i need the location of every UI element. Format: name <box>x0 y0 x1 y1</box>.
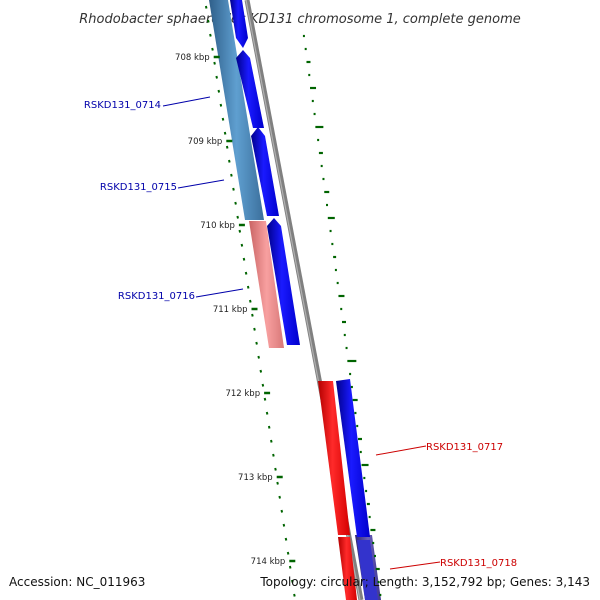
scale-minor-tick <box>249 299 252 303</box>
gene-label-0715[interactable]: RSKD131_0715 <box>100 182 177 193</box>
scale-minor-tick <box>280 509 284 513</box>
scale-minor-tick <box>263 397 267 401</box>
accession-text: Accession: NC_011963 <box>9 575 146 589</box>
scale-minor-tick <box>211 47 214 51</box>
scale-minor-tick <box>284 537 288 541</box>
scale-minor-tick <box>265 411 269 415</box>
scale-minor-tick <box>228 159 231 163</box>
scale-minor-tick <box>272 453 275 457</box>
scale-minor-tick <box>238 229 242 233</box>
scale-minor-tick <box>217 89 221 93</box>
scale-minor-tick <box>259 369 263 373</box>
kbp-label: 713 kbp <box>238 473 273 483</box>
kbp-label: 712 kbp <box>225 389 260 399</box>
scale-minor-tick <box>234 201 237 205</box>
scale-minor-tick <box>242 257 246 261</box>
scale-minor-tick <box>253 327 256 331</box>
scale-minor-tick <box>209 33 212 37</box>
scale-minor-tick <box>255 341 258 345</box>
kbp-label: 711 kbp <box>213 305 248 315</box>
pink-block <box>249 221 284 348</box>
scale-minor-tick <box>244 271 248 275</box>
leader-line-0715 <box>177 179 225 189</box>
cds-arrow-0713 <box>230 0 248 48</box>
scale-minor-tick <box>257 355 260 359</box>
gene-label-0717[interactable]: RSKD131_0717 <box>426 442 503 453</box>
kbp-label: 714 kbp <box>251 557 286 567</box>
scale-minor-tick <box>223 131 227 135</box>
scale-minor-tick <box>232 187 235 191</box>
scale-minor-tick <box>291 579 294 583</box>
cds-arrow-0714 <box>236 50 264 128</box>
scale-minor-tick <box>246 285 250 289</box>
scale-minor-tick <box>276 481 279 485</box>
scale-minor-tick <box>213 61 216 65</box>
scale-minor-tick <box>221 117 225 121</box>
cds-arrow-0717 <box>336 379 370 537</box>
kbp-label: 710 kbp <box>200 221 235 231</box>
leader-line-0717 <box>375 445 427 456</box>
scale-minor-tick <box>219 103 223 107</box>
scale-minor-tick <box>286 551 290 555</box>
scale-minor-tick <box>230 173 233 177</box>
scale-minor-tick <box>207 19 210 23</box>
scale-minor-tick <box>236 215 239 219</box>
scale-minor-tick <box>278 495 281 499</box>
scale-minor-tick <box>240 243 244 247</box>
gene-label-0716[interactable]: RSKD131_0716 <box>118 291 195 302</box>
scale-minor-tick <box>282 523 286 527</box>
scale-minor-tick <box>274 467 277 471</box>
map-title: Rhodobacter sphaeroides KD131 chromosome… <box>79 12 520 27</box>
cds-arrow-0716 <box>267 218 300 345</box>
scale-minor-tick <box>215 75 218 79</box>
scale-minor-tick <box>267 425 271 429</box>
kbp-label: 708 kbp <box>175 53 210 63</box>
leader-line-0718 <box>389 561 441 570</box>
steelblue-block <box>209 0 264 220</box>
scale-minor-tick <box>225 145 229 149</box>
red-block-lower <box>338 537 357 600</box>
scale-minor-tick <box>288 565 292 569</box>
red-block-upper <box>318 381 350 535</box>
gene-label-group: RSKD131_0714 RSKD131_0715 RSKD131_0716 R… <box>84 96 517 570</box>
kbp-scale: 708 kbp 709 kbp 710 kbp 711 kbp 712 kbp 713 k… <box>175 5 296 597</box>
scale-minor-tick <box>293 593 296 597</box>
scale-minor-tick <box>204 5 208 9</box>
scale-minor-tick <box>251 313 254 317</box>
scale-minor-tick <box>270 439 273 443</box>
cds-arrow-0715 <box>251 127 279 216</box>
topology-text: Topology: circular; Length: 3,152,792 bp… <box>260 575 590 589</box>
leader-line-0714 <box>162 96 211 107</box>
gene-label-0718[interactable]: RSKD131_0718 <box>440 558 517 569</box>
kbp-label: 709 kbp <box>188 137 223 147</box>
cds-arrow-0718 <box>357 540 378 600</box>
gc-content-track <box>302 34 382 597</box>
leader-line-0716 <box>195 288 244 298</box>
gene-label-0714[interactable]: RSKD131_0714 <box>84 100 161 111</box>
scale-minor-tick <box>261 383 265 387</box>
